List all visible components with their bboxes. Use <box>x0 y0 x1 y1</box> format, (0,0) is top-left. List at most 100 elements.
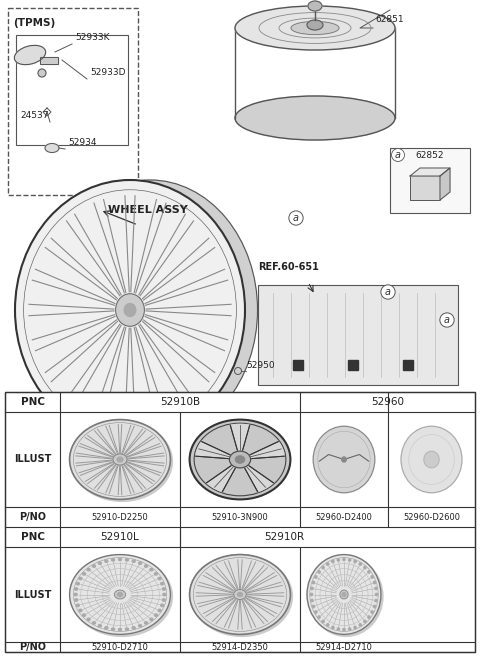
Text: 52910-3N900: 52910-3N900 <box>212 512 268 522</box>
Ellipse shape <box>75 599 78 601</box>
Bar <box>403 360 413 370</box>
Text: 52960-D2400: 52960-D2400 <box>315 512 372 522</box>
Ellipse shape <box>368 616 370 618</box>
Text: a: a <box>385 287 391 297</box>
Ellipse shape <box>234 589 246 599</box>
Text: REF.60-651: REF.60-651 <box>258 262 319 272</box>
Text: 52910B: 52910B <box>160 397 200 407</box>
Ellipse shape <box>98 562 101 564</box>
Ellipse shape <box>72 556 172 637</box>
Ellipse shape <box>424 451 439 468</box>
Ellipse shape <box>332 626 334 629</box>
Ellipse shape <box>190 555 290 635</box>
Ellipse shape <box>74 593 77 596</box>
Ellipse shape <box>326 623 329 626</box>
Bar <box>40 57 58 64</box>
Ellipse shape <box>105 627 108 629</box>
Ellipse shape <box>364 620 366 623</box>
Ellipse shape <box>359 563 361 565</box>
Ellipse shape <box>70 420 170 499</box>
Ellipse shape <box>105 560 108 562</box>
Ellipse shape <box>38 69 46 77</box>
Ellipse shape <box>76 583 79 585</box>
Ellipse shape <box>312 581 314 583</box>
Ellipse shape <box>332 560 334 562</box>
Ellipse shape <box>322 566 324 569</box>
Ellipse shape <box>162 599 165 601</box>
Ellipse shape <box>307 20 323 30</box>
Ellipse shape <box>83 573 85 575</box>
Ellipse shape <box>144 622 147 624</box>
Ellipse shape <box>315 576 317 578</box>
Text: 52934: 52934 <box>68 138 96 147</box>
Ellipse shape <box>354 626 356 629</box>
Ellipse shape <box>348 628 351 630</box>
Ellipse shape <box>117 457 123 462</box>
Ellipse shape <box>111 558 115 561</box>
Ellipse shape <box>144 565 147 567</box>
Ellipse shape <box>192 556 292 637</box>
Ellipse shape <box>375 599 377 602</box>
Ellipse shape <box>111 628 115 630</box>
Ellipse shape <box>291 22 339 35</box>
Ellipse shape <box>313 426 375 493</box>
Ellipse shape <box>158 609 161 612</box>
Ellipse shape <box>315 611 317 613</box>
Ellipse shape <box>125 628 129 630</box>
Ellipse shape <box>311 593 312 596</box>
Ellipse shape <box>116 294 144 327</box>
Ellipse shape <box>368 571 370 573</box>
Text: P/NO: P/NO <box>19 512 46 522</box>
Ellipse shape <box>375 593 378 596</box>
Ellipse shape <box>79 578 82 579</box>
Text: ILLUST: ILLUST <box>14 589 51 599</box>
Text: 52910-D2710: 52910-D2710 <box>92 643 148 652</box>
Polygon shape <box>244 464 273 491</box>
Ellipse shape <box>43 180 257 440</box>
Ellipse shape <box>371 576 373 578</box>
Ellipse shape <box>308 1 322 11</box>
Text: 52933D: 52933D <box>90 68 125 77</box>
Text: 52960-D2600: 52960-D2600 <box>403 512 460 522</box>
Ellipse shape <box>312 605 314 608</box>
Text: 62851: 62851 <box>375 15 404 24</box>
Ellipse shape <box>238 593 242 597</box>
Ellipse shape <box>45 143 59 152</box>
Ellipse shape <box>113 454 127 465</box>
Bar <box>348 360 358 370</box>
Ellipse shape <box>373 605 376 608</box>
Text: 52950: 52950 <box>246 361 275 370</box>
Ellipse shape <box>155 573 157 575</box>
Ellipse shape <box>401 426 462 493</box>
Text: WHEEL ASSY: WHEEL ASSY <box>108 205 188 215</box>
Ellipse shape <box>343 558 345 560</box>
Ellipse shape <box>337 628 339 630</box>
Ellipse shape <box>371 611 373 613</box>
Ellipse shape <box>340 590 348 599</box>
Ellipse shape <box>161 604 164 606</box>
Ellipse shape <box>161 583 164 585</box>
Ellipse shape <box>375 587 377 589</box>
Text: a: a <box>293 213 299 223</box>
Text: 52910L: 52910L <box>101 532 139 542</box>
Ellipse shape <box>318 616 320 618</box>
Polygon shape <box>248 442 284 459</box>
Ellipse shape <box>311 587 313 589</box>
Ellipse shape <box>139 625 142 627</box>
Ellipse shape <box>318 571 320 573</box>
Ellipse shape <box>132 627 135 629</box>
Ellipse shape <box>75 588 78 590</box>
Polygon shape <box>410 168 450 176</box>
Ellipse shape <box>307 555 381 635</box>
Ellipse shape <box>87 618 90 620</box>
Polygon shape <box>196 442 232 459</box>
Bar <box>40 57 58 64</box>
Bar <box>5 392 475 652</box>
Ellipse shape <box>158 578 161 579</box>
Ellipse shape <box>342 457 346 462</box>
Ellipse shape <box>326 563 329 565</box>
Bar <box>390 148 470 213</box>
Ellipse shape <box>98 625 101 627</box>
Ellipse shape <box>359 623 361 626</box>
Ellipse shape <box>229 451 251 468</box>
